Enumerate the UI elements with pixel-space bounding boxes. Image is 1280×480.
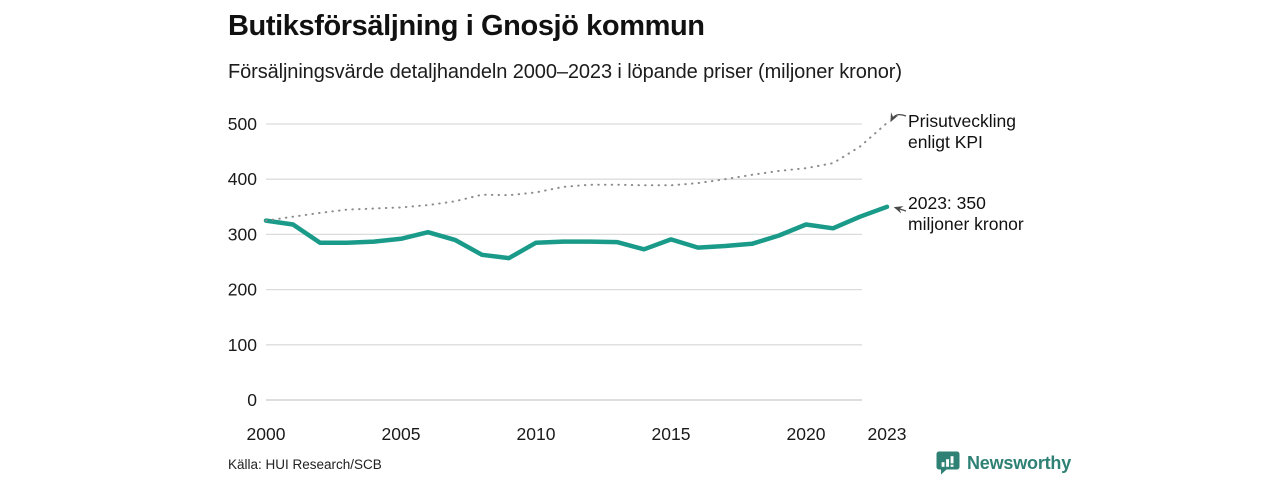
y-tick-0: 0 [247, 390, 257, 410]
newsworthy-bubble-chart-icon [936, 451, 960, 475]
y-tick-500: 500 [228, 114, 257, 134]
value-annotation-arrow-icon [893, 206, 907, 214]
x-tick-2020: 2020 [787, 424, 826, 444]
y-axis-labels: 0 100 200 300 400 500 [228, 114, 257, 410]
kpi-dotted-line [265, 121, 888, 222]
x-tick-2005: 2005 [382, 424, 421, 444]
newsworthy-logo: Newsworthy [936, 451, 1071, 476]
chart-title: Butiksförsäljning i Gnosjö kommun [228, 10, 705, 42]
value-annotation: 2023: 350 miljoner kronor [908, 193, 1024, 235]
x-tick-2010: 2010 [517, 424, 556, 444]
kpi-annotation-line1: Prisutveckling [908, 111, 1016, 131]
y-tick-100: 100 [228, 335, 257, 355]
y-tick-200: 200 [228, 280, 257, 300]
kpi-annotation: Prisutveckling enligt KPI [908, 111, 1016, 153]
sales-line [263, 204, 890, 261]
y-tick-400: 400 [228, 169, 257, 189]
series-lines [263, 121, 890, 261]
y-gridlines [266, 123, 862, 401]
value-annotation-line2: miljoner kronor [908, 214, 1024, 234]
x-axis-labels: 2000 2005 2010 2015 2020 2023 [247, 424, 907, 444]
x-tick-2023: 2023 [868, 424, 907, 444]
kpi-annotation-line2: enligt KPI [908, 132, 983, 152]
chart-subtitle: Försäljningsvärde detaljhandeln 2000–202… [228, 61, 902, 83]
source-label: Källa: HUI Research/SCB [228, 457, 382, 472]
value-annotation-line1: 2023: 350 [908, 193, 986, 213]
x-tick-2000: 2000 [247, 424, 286, 444]
y-tick-300: 300 [228, 224, 257, 244]
brand-name: Newsworthy [967, 453, 1072, 473]
x-tick-2015: 2015 [652, 424, 691, 444]
kpi-annotation-arrow-icon [890, 112, 907, 123]
